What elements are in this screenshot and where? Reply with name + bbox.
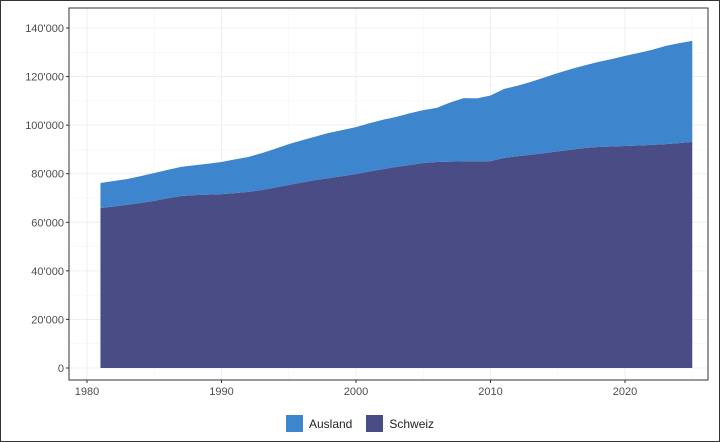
legend-item-schweiz: Schweiz [366, 415, 434, 432]
x-tick-label: 1980 [75, 386, 99, 398]
legend-label-schweiz: Schweiz [389, 416, 435, 431]
x-tick-label: 2010 [478, 386, 502, 398]
legend-label-ausland: Ausland [308, 416, 353, 431]
legend-swatch-schweiz [366, 415, 384, 432]
y-tick-label: 60'000 [31, 217, 64, 229]
stacked-area-chart: 0 20'000 40'000 60'000 80'000 100'000 120'000 1… [25, 7, 709, 398]
x-tick-label: 2000 [344, 386, 368, 398]
area-schweiz [100, 141, 693, 368]
y-tick-label: 0 [58, 363, 64, 375]
legend: Ausland Schweiz [1, 415, 719, 432]
y-tick-label: 40'000 [31, 266, 64, 278]
legend-swatch-ausland [285, 415, 303, 432]
x-tick-label: 2020 [613, 386, 637, 398]
y-tick-label: 140'000 [25, 23, 64, 35]
y-tick-label: 120'000 [25, 72, 64, 84]
y-tick-label: 80'000 [31, 169, 64, 181]
legend-item-ausland: Ausland [285, 415, 353, 432]
y-tick-label: 100'000 [25, 120, 64, 132]
plot-panel-border [68, 7, 709, 381]
area-ausland [100, 40, 693, 208]
x-tick-label: 1990 [209, 386, 233, 398]
y-tick-label: 20'000 [31, 314, 64, 326]
